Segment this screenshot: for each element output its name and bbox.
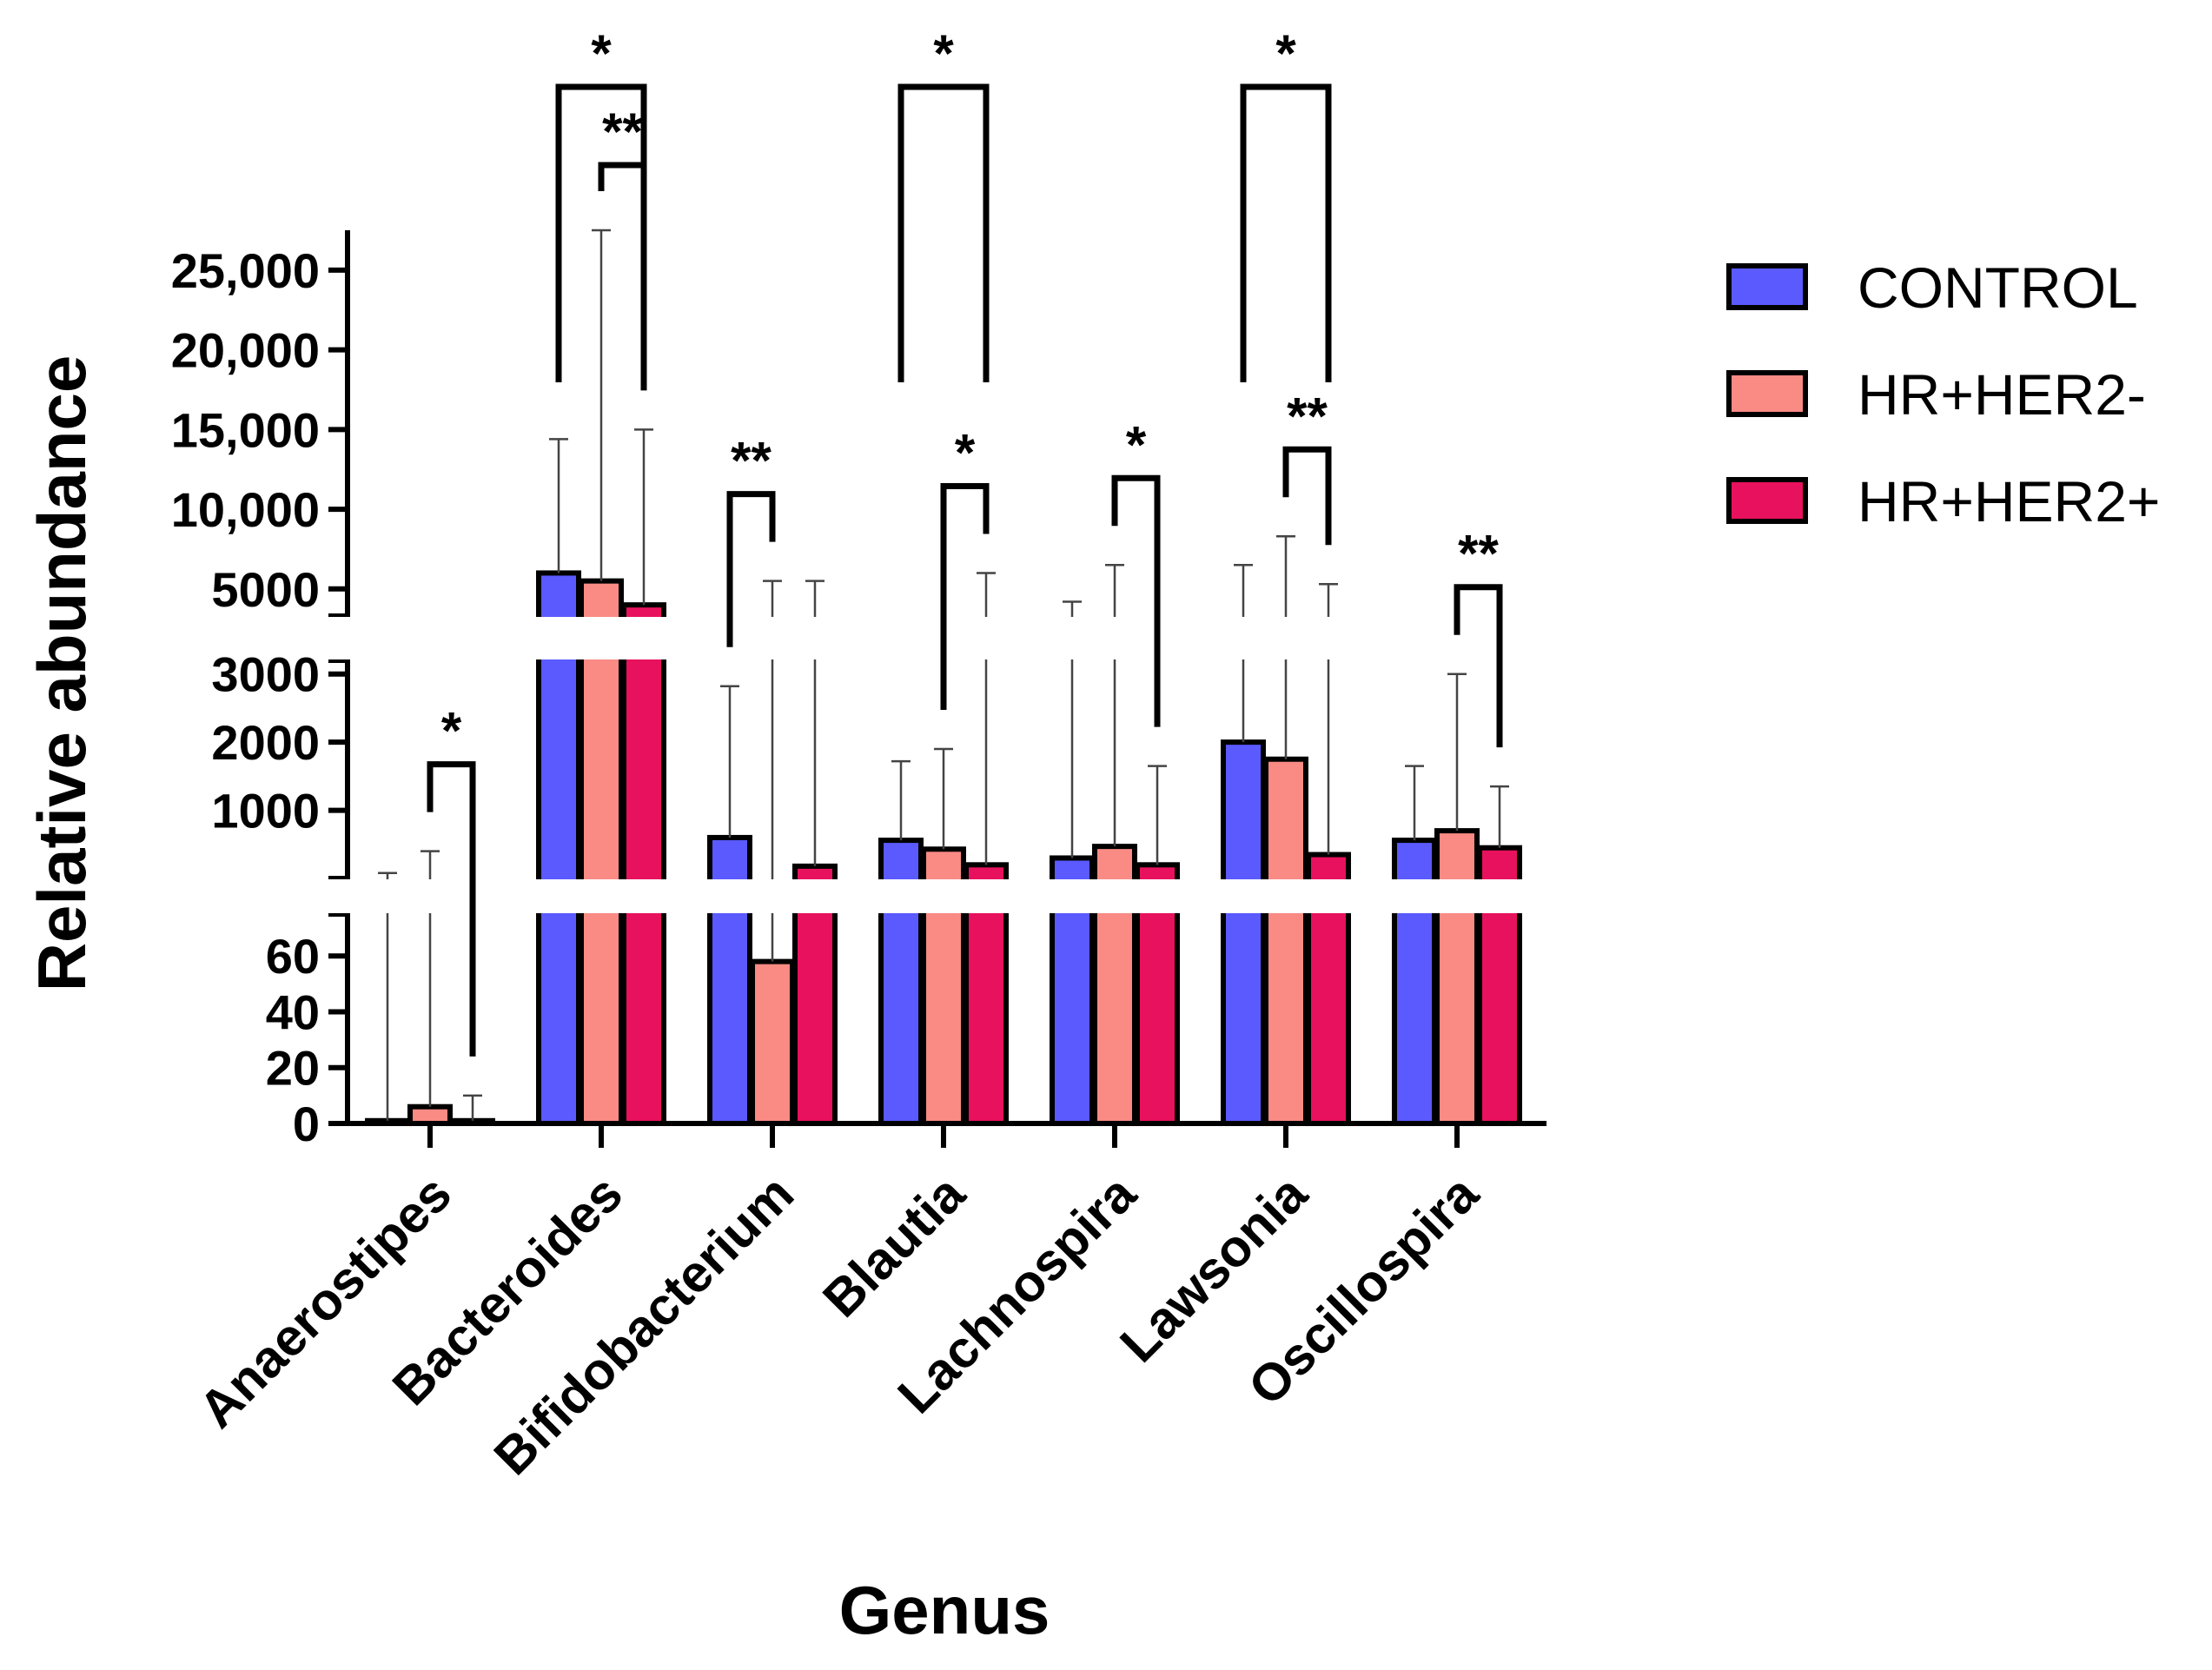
y-tick-label: 25,000 [171, 243, 320, 298]
bar [1221, 739, 1266, 1126]
y-tick-label: 0 [293, 1097, 320, 1151]
significance-bracket [1454, 584, 1503, 748]
y-tick-label: 1000 [211, 784, 320, 838]
y-tick-label: 60 [266, 929, 320, 984]
significance-bracket [726, 491, 776, 647]
x-tick-label: Bifidobacterium [483, 1164, 805, 1486]
bar [579, 578, 624, 1126]
significance-label: ** [602, 103, 643, 161]
bar [407, 1103, 453, 1126]
legend-swatch [1726, 263, 1808, 310]
axis-break-gap [321, 617, 1555, 659]
bar [365, 1117, 410, 1126]
significance-label: * [1126, 415, 1147, 474]
legend-swatch [1726, 477, 1808, 524]
significance-bracket [1282, 446, 1332, 546]
significance-bracket [1111, 474, 1161, 727]
significance-bracket [555, 83, 647, 382]
significance-bracket [897, 83, 990, 382]
y-tick-label: 15,000 [171, 402, 320, 457]
bar [536, 570, 581, 1126]
significance-label: * [933, 24, 954, 83]
y-tick-label: 10,000 [171, 482, 320, 537]
y-tick-label: 5000 [211, 562, 320, 617]
significance-label: ** [1458, 525, 1499, 583]
bar [1434, 828, 1480, 1126]
legend: CONTROL HR+HER2- HR+HER2+ [1726, 255, 2160, 533]
axis-break-gap [321, 879, 1555, 913]
bars-group [365, 570, 1522, 1127]
error-bars-group [321, 229, 1555, 1121]
significance-group: ***** * * ***** * * [427, 24, 1503, 1057]
legend-label: CONTROL [1858, 255, 2138, 320]
legend-label: HR+HER2- [1858, 362, 2146, 427]
significance-bracket [427, 761, 476, 1057]
y-tick-label: 40 [266, 984, 320, 1039]
bar [621, 602, 666, 1126]
bar [450, 1117, 495, 1126]
significance-label: * [441, 702, 462, 760]
significance-label: * [591, 24, 612, 83]
significance-label: ** [731, 432, 772, 490]
bar [750, 958, 795, 1127]
legend-label: HR+HER2+ [1858, 469, 2160, 533]
significance-label: * [1275, 24, 1296, 83]
significance-label: * [955, 423, 976, 481]
y-tick-label: 20,000 [171, 323, 320, 378]
y-tick-label: 2000 [211, 715, 320, 770]
x-axis-title: Genus [839, 1572, 1050, 1648]
y-tick-label: 20 [266, 1041, 320, 1096]
significance-bracket [1240, 83, 1332, 382]
significance-label: ** [1287, 387, 1328, 445]
x-tick-label: Blautia [811, 1163, 976, 1328]
y-axis-title: Relative abundance [23, 355, 100, 992]
legend-swatch [1726, 370, 1808, 417]
significance-bracket [598, 162, 647, 391]
significance-bracket [940, 482, 990, 710]
y-tick-label: 3000 [211, 647, 320, 702]
bar [1263, 756, 1308, 1126]
